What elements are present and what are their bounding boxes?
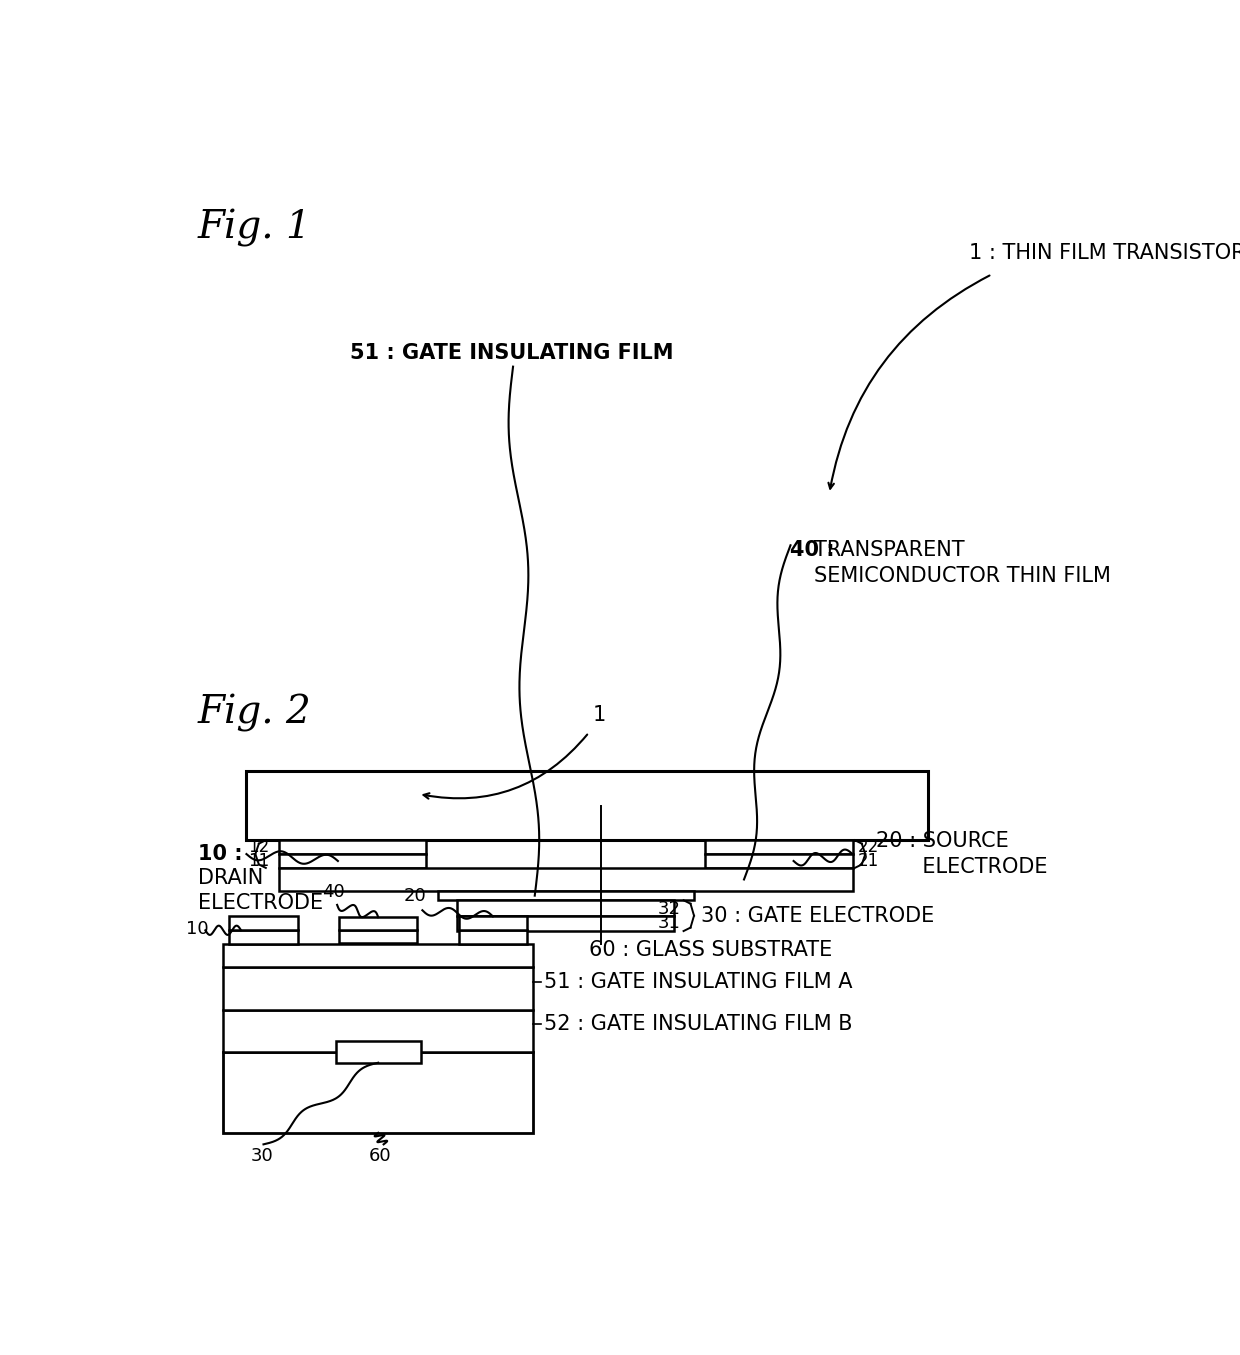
Text: 1 : THIN FILM TRANSISTOR: 1 : THIN FILM TRANSISTOR (968, 243, 1240, 263)
Bar (223, 1051, 533, 1133)
Text: 51 : GATE INSULATING FILM A: 51 : GATE INSULATING FILM A (544, 972, 853, 992)
Text: 30: 30 (250, 1146, 273, 1165)
Bar (438, 892, 693, 900)
Bar (279, 840, 427, 854)
Text: TRANSPARENT
SEMICONDUCTOR THIN FILM: TRANSPARENT SEMICONDUCTOR THIN FILM (813, 539, 1111, 587)
Text: 60: 60 (368, 1146, 391, 1165)
Text: 20 : SOURCE
       ELECTRODE: 20 : SOURCE ELECTRODE (875, 831, 1048, 877)
Text: Fig. 2: Fig. 2 (197, 694, 311, 732)
Text: 20: 20 (403, 888, 427, 905)
Bar (229, 931, 298, 944)
Text: DRAIN
ELECTRODE: DRAIN ELECTRODE (197, 869, 322, 913)
Bar (706, 840, 853, 854)
Text: 31: 31 (657, 915, 681, 932)
Bar (459, 931, 527, 944)
Text: 40 :: 40 : (791, 539, 835, 560)
Bar (340, 917, 417, 931)
Text: 10: 10 (186, 920, 208, 938)
Text: 22: 22 (858, 839, 879, 856)
Text: 30 : GATE ELECTRODE: 30 : GATE ELECTRODE (702, 905, 935, 925)
Bar (223, 944, 533, 967)
Text: 52 : GATE INSULATING FILM B: 52 : GATE INSULATING FILM B (544, 1015, 853, 1034)
Bar (458, 900, 675, 916)
Text: 32: 32 (657, 901, 681, 919)
Text: 11: 11 (248, 852, 269, 870)
Bar (458, 916, 675, 931)
Text: 12: 12 (248, 839, 269, 856)
Text: 51 : GATE INSULATING FILM: 51 : GATE INSULATING FILM (350, 343, 673, 363)
Bar (336, 1041, 420, 1062)
Text: 21: 21 (858, 852, 879, 870)
Bar (279, 854, 427, 869)
Bar (229, 916, 298, 931)
Bar (340, 931, 417, 943)
Bar (279, 869, 853, 892)
Bar (459, 916, 527, 931)
Bar (247, 771, 929, 840)
Bar (223, 1009, 533, 1051)
Text: 1: 1 (593, 705, 606, 725)
Text: Fig. 1: Fig. 1 (197, 209, 311, 247)
Text: 40: 40 (322, 883, 345, 901)
Text: 10 :: 10 : (197, 844, 242, 864)
Bar (223, 967, 533, 1009)
Text: 60 : GLASS SUBSTRATE: 60 : GLASS SUBSTRATE (589, 940, 832, 961)
Bar (706, 854, 853, 869)
